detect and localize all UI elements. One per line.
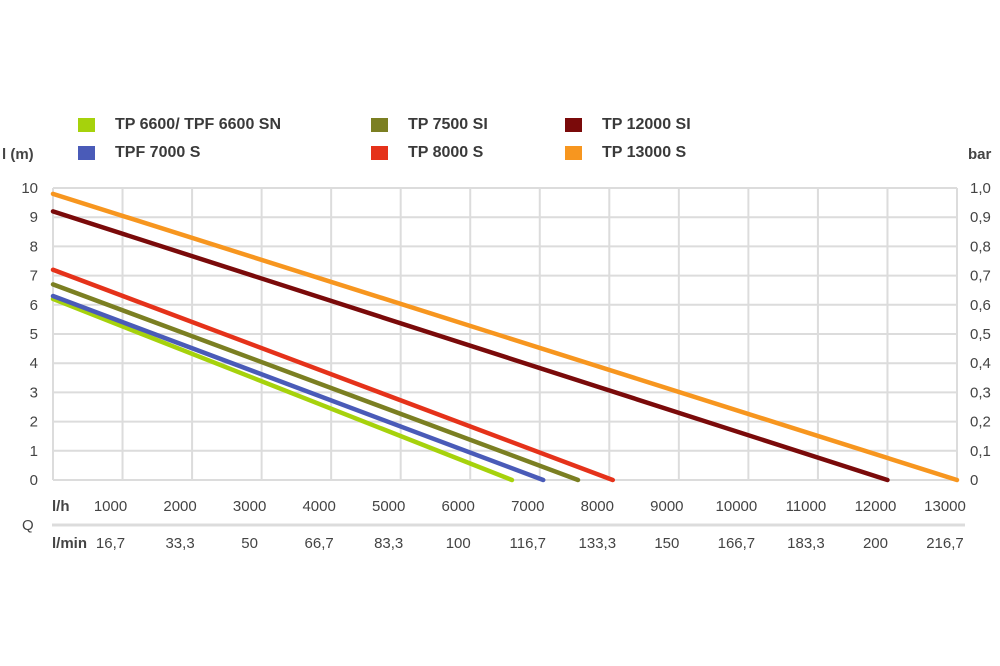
- y-tick-left: 6: [30, 297, 38, 314]
- series-line-tp-13000-s: [50, 191, 960, 483]
- y-tick-left: 1: [30, 443, 38, 460]
- y-tick-left: 7: [30, 268, 38, 285]
- legend-item: TP 8000 S: [371, 144, 483, 162]
- x-tick-lmin: 200: [863, 535, 888, 552]
- y-tick-left: 0: [30, 472, 38, 489]
- x-tick-lmin: 166,7: [718, 535, 756, 552]
- legend-swatch: [371, 118, 388, 132]
- y-tick-right: 0,5: [970, 326, 991, 343]
- x-tick-lmin: 33,3: [165, 535, 194, 552]
- legend-label: TP 8000 S: [408, 144, 484, 161]
- legend-swatch: [78, 118, 95, 132]
- y-tick-right: 0,8: [970, 238, 991, 255]
- legend-item: TP 13000 S: [565, 144, 686, 162]
- y-tick-right: 0,4: [970, 355, 991, 372]
- legend-swatch: [565, 118, 582, 132]
- y-tick-left: 3: [30, 384, 38, 401]
- x-tick-lh: 3000: [233, 498, 266, 515]
- x-row-label-lmin: l/min: [52, 535, 87, 552]
- series-line-tp-6600-tpf-6600-sn: [50, 296, 515, 483]
- x-tick-lh: 1000: [94, 498, 127, 515]
- y-tick-left: 5: [30, 326, 38, 343]
- y-tick-right: 0,3: [970, 384, 991, 401]
- x-tick-lh: 10000: [716, 498, 758, 515]
- legend-label: TPF 7000 S: [115, 144, 201, 161]
- x-row-label-lh: l/h: [52, 498, 70, 515]
- y-tick-left: 10: [21, 180, 38, 197]
- legend-label: TP 13000 S: [602, 144, 687, 161]
- y-tick-right: 0,9: [970, 209, 991, 226]
- x-tick-lh: 5000: [372, 498, 405, 515]
- y-axis-label-left: l (m): [2, 146, 34, 163]
- x-tick-lh: 7000: [511, 498, 544, 515]
- y-tick-right: 1,0: [970, 180, 991, 197]
- x-tick-lmin: 116,7: [510, 535, 546, 552]
- legend-item: TPF 7000 S: [78, 144, 200, 162]
- x-tick-lh: 6000: [442, 498, 475, 515]
- x-tick-lmin: 83,3: [374, 535, 403, 552]
- x-tick-lh: 9000: [650, 498, 683, 515]
- y-tick-left: 2: [30, 414, 38, 431]
- y-tick-left: 4: [30, 355, 38, 372]
- series-line-tp-8000-s: [50, 267, 616, 483]
- x-tick-lh: 8000: [581, 498, 614, 515]
- legend-swatch: [371, 146, 388, 160]
- y-tick-left: 9: [30, 209, 38, 226]
- series-line-tp-12000-si: [50, 209, 890, 483]
- x-tick-lh: 11000: [786, 498, 827, 515]
- x-tick-lmin: 183,3: [787, 535, 825, 552]
- x-tick-lh: 4000: [302, 498, 335, 515]
- legend-item: TP 7500 SI: [371, 116, 488, 134]
- y-tick-right: 0: [970, 472, 978, 489]
- x-tick-lh: 12000: [855, 498, 897, 515]
- y-tick-right: 0,7: [970, 268, 991, 285]
- x-tick-lmin: 50: [241, 535, 258, 552]
- legend-label: TP 12000 SI: [602, 116, 691, 133]
- legend-label: TP 6600/ TPF 6600 SN: [115, 116, 282, 133]
- legend-swatch: [565, 146, 582, 160]
- x-tick-lmin: 16,7: [96, 535, 125, 552]
- y-axis-label-right: bar: [968, 146, 992, 163]
- x-tick-lh: 2000: [163, 498, 196, 515]
- legend-swatch: [78, 146, 95, 160]
- y-tick-right: 0,1: [970, 443, 991, 460]
- x-tick-lmin: 150: [654, 535, 679, 552]
- x-tick-lmin: 100: [446, 535, 471, 552]
- y-tick-right: 0,6: [970, 297, 991, 314]
- x-axis-label: Q: [22, 517, 34, 534]
- y-tick-left: 8: [30, 238, 38, 255]
- x-tick-lmin: 66,7: [305, 535, 334, 552]
- x-tick-lh: 13000: [924, 498, 966, 515]
- legend-item: TP 12000 SI: [565, 116, 691, 134]
- series-line-tpf-7000-s: [50, 293, 546, 483]
- x-tick-lmin: 216,7: [926, 535, 964, 552]
- series-line-tp-7500-si: [50, 282, 581, 483]
- legend-label: TP 7500 SI: [408, 116, 488, 133]
- y-tick-right: 0,2: [970, 414, 991, 431]
- x-tick-lmin: 133,3: [579, 535, 617, 552]
- legend-item: TP 6600/ TPF 6600 SN: [78, 116, 281, 134]
